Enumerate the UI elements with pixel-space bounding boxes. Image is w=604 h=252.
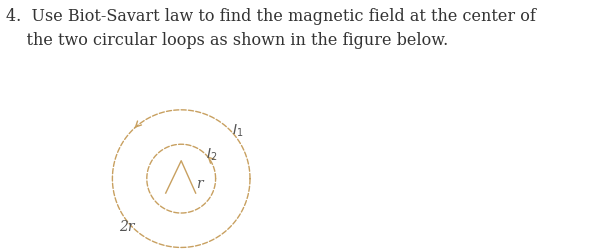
Text: $I_2$: $I_2$ bbox=[206, 146, 217, 162]
Text: $I_1$: $I_1$ bbox=[232, 122, 243, 138]
Text: 4.  Use Biot-Savart law to find the magnetic field at the center of
    the two : 4. Use Biot-Savart law to find the magne… bbox=[6, 8, 536, 49]
Text: 2r: 2r bbox=[118, 219, 134, 233]
Text: r: r bbox=[196, 176, 202, 190]
